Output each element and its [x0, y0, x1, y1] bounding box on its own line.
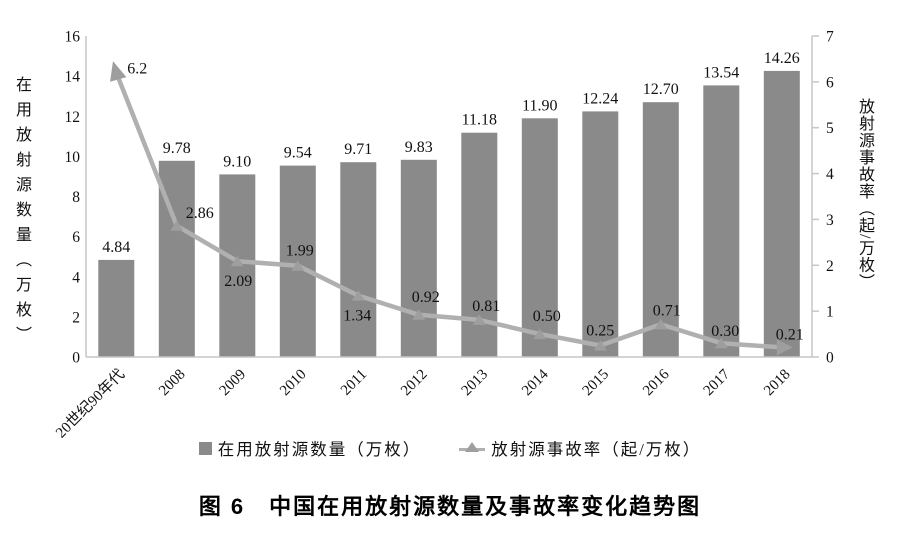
x-label-2010: 2010 [277, 367, 310, 400]
x-label-2017: 2017 [701, 366, 734, 399]
bar-2018 [763, 70, 800, 358]
right-tick-label-5: 5 [826, 120, 834, 137]
line-marker-2011 [351, 290, 365, 301]
left-tick-label-14: 14 [65, 69, 81, 86]
x-label-2008: 2008 [156, 367, 189, 400]
bar-value-label-2014: 11.90 [522, 97, 557, 114]
bar-value-label-20世纪90年代: 4.84 [102, 239, 130, 256]
line-marker-2012 [412, 309, 426, 320]
line-marker-2008 [170, 220, 184, 231]
line-marker-2016 [654, 318, 668, 330]
line-value-label-2013: 0.81 [472, 298, 500, 315]
left-tick-label-6: 6 [72, 229, 80, 246]
bar-2016 [642, 102, 679, 357]
bar-swatch-icon [198, 441, 212, 455]
line-value-label-2009: 2.09 [224, 273, 252, 290]
line-value-label-2015: 0.25 [586, 323, 614, 340]
right-tick-label-4: 4 [826, 166, 834, 183]
line-marker-2017 [714, 337, 728, 349]
triangle-marker-icon [465, 442, 480, 452]
bar-value-label-2013: 11.18 [462, 112, 497, 129]
x-label-20世纪90年代: 20世纪90年代 [52, 366, 128, 442]
bar-2011 [340, 162, 377, 357]
line-marker-2013 [472, 314, 486, 325]
left-tick-label-8: 8 [72, 189, 80, 206]
line-value-label-2011: 1.34 [343, 308, 371, 325]
right-tick-label-6: 6 [826, 74, 834, 91]
x-label-2012: 2012 [398, 367, 431, 400]
line-value-label-2010: 1.99 [286, 243, 314, 260]
line-marker-2010 [291, 260, 305, 271]
left-tick-label-4: 4 [72, 269, 80, 286]
line-value-label-2012: 0.92 [412, 289, 440, 306]
left-tick-label-2: 2 [72, 309, 80, 326]
left-tick-label-12: 12 [65, 109, 81, 126]
x-label-2009: 2009 [217, 367, 250, 400]
x-label-2011: 2011 [338, 367, 370, 399]
bar-2014 [521, 118, 558, 357]
line-marker-2009 [230, 255, 244, 267]
line-marker-swatch-icon [459, 441, 486, 455]
x-label-2018: 2018 [761, 367, 794, 400]
right-tick-label-1: 1 [826, 304, 834, 321]
x-label-2014: 2014 [519, 366, 552, 399]
left-tick-label-10: 10 [65, 149, 81, 166]
right-tick-label-7: 7 [826, 29, 834, 46]
bar-value-label-2015: 12.24 [582, 90, 618, 107]
accident-rate-line [114, 71, 782, 350]
bar-value-label-2017: 13.54 [703, 64, 739, 81]
line-value-label-2008: 2.86 [186, 205, 214, 222]
x-label-2015: 2015 [580, 367, 613, 400]
left-axis-title: 在用放射源数量（万枚） [13, 76, 30, 351]
bar-2017 [703, 85, 740, 358]
legend-label-line-series: 放射源事故率（起/万枚） [491, 440, 702, 459]
bar-value-label-2018: 14.26 [764, 50, 800, 67]
line-marker-2014 [533, 328, 547, 340]
line-value-label-2017: 0.30 [711, 323, 739, 340]
bar-2015 [582, 111, 619, 358]
right-tick-label-0: 0 [826, 350, 834, 367]
bar-2012 [400, 159, 437, 357]
line-marker-2018 [776, 339, 793, 356]
bar-value-label-2008: 9.78 [163, 140, 191, 157]
x-label-2013: 2013 [459, 367, 492, 400]
figure-caption: 图 6 中国在用放射源数量及事故率变化趋势图 [198, 494, 702, 519]
line-marker-2015 [593, 340, 607, 351]
right-axis-title: 放射源事故率（起/万枚） [856, 98, 873, 291]
chart-legend: 在用放射源数量（万枚） 放射源事故率（起/万枚） [0, 436, 900, 460]
legend-item-line-series: 放射源事故率（起/万枚） [459, 436, 701, 460]
line-marker-20世纪90年代 [110, 61, 127, 82]
line-value-label-20世纪90年代: 6.2 [127, 61, 147, 78]
bar-value-label-2016: 12.70 [643, 81, 679, 98]
left-tick-label-0: 0 [72, 350, 80, 367]
line-value-label-2016: 0.71 [653, 302, 681, 319]
line-value-label-2014: 0.50 [533, 308, 561, 325]
x-label-2016: 2016 [640, 366, 673, 399]
bar-value-label-2011: 9.71 [344, 141, 372, 158]
bar-value-label-2012: 9.83 [405, 139, 433, 156]
right-tick-label-3: 3 [826, 212, 834, 229]
bar-value-label-2009: 9.10 [223, 153, 251, 170]
line-value-label-2018: 0.21 [776, 326, 804, 343]
legend-label-bar-series: 在用放射源数量（万枚） [217, 440, 422, 459]
bar-20世纪90年代 [98, 259, 135, 357]
bar-value-label-2010: 9.54 [284, 145, 312, 162]
left-tick-label-16: 16 [65, 29, 81, 46]
legend-item-bar-series: 在用放射源数量（万枚） [198, 436, 422, 460]
right-tick-label-2: 2 [826, 258, 834, 275]
